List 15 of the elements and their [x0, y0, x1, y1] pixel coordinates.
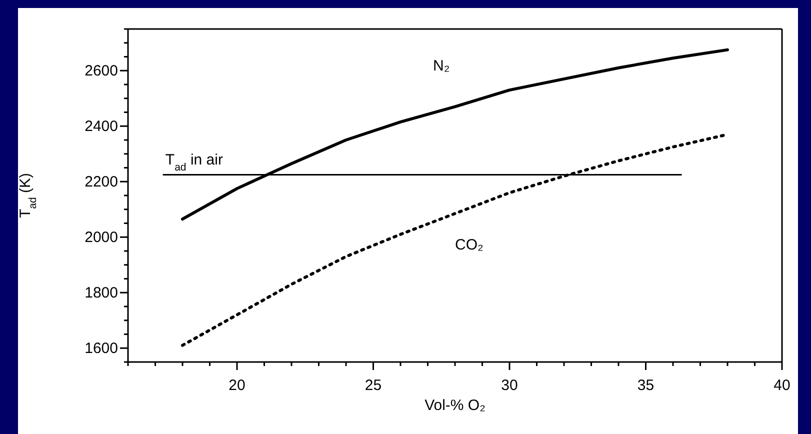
y-tick-label: 2000	[84, 229, 118, 246]
x-tick-label: 20	[228, 377, 246, 394]
y-tick-label: 1600	[84, 340, 118, 358]
y-tick-label: 2200	[84, 174, 118, 191]
series-label: CO₂	[455, 236, 484, 254]
y-tick-label: 2400	[84, 118, 118, 136]
x-tick-label: 30	[501, 377, 518, 394]
x-axis-title: Vol-% O₂	[424, 397, 486, 414]
series-label: T$_{ad}$ in air	[165, 152, 223, 174]
x-tick-label: 25	[364, 377, 382, 394]
text: N₂	[433, 58, 450, 75]
y-tick-label: 2600	[84, 62, 118, 80]
x-tick-label: 40	[774, 377, 790, 394]
y-tick-label: 1800	[84, 284, 118, 302]
x-tick-label: 35	[637, 377, 654, 394]
